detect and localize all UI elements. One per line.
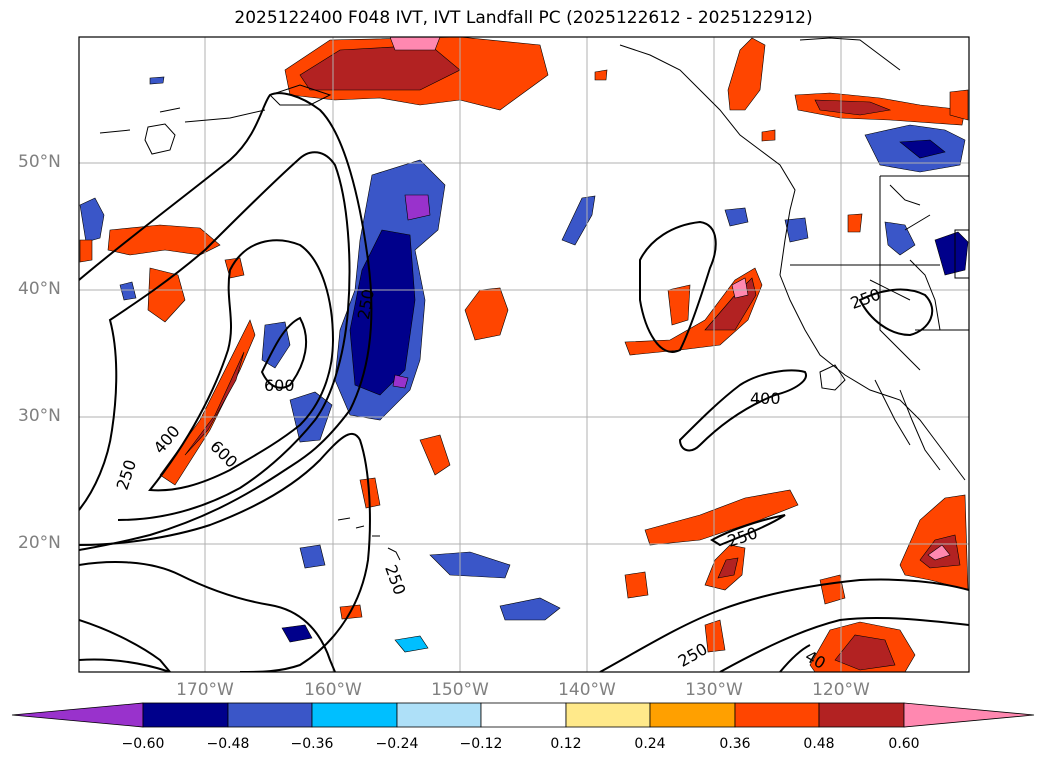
colorbar-high-extend xyxy=(903,702,1035,728)
colorbar-tick-label: 0.12 xyxy=(550,736,582,752)
colorbar-tick-label: −0.48 xyxy=(206,736,250,752)
lon-label: 130°W xyxy=(685,680,743,700)
colorbar-tick-label: −0.12 xyxy=(459,736,503,752)
lon-label: 170°W xyxy=(176,680,234,700)
map-frame xyxy=(78,36,970,673)
colorbar-low-extend xyxy=(11,702,144,728)
colorbar-tick-label: −0.24 xyxy=(375,736,419,752)
lon-label: 160°W xyxy=(304,680,362,700)
lon-label: 150°W xyxy=(431,680,489,700)
colorbar-tick-label: −0.60 xyxy=(121,736,165,752)
colorbar-swatch xyxy=(649,702,736,728)
lat-label: 20°N xyxy=(18,533,61,553)
contour-label: 400 xyxy=(750,389,781,408)
colorbar-tick-label: 0.60 xyxy=(888,736,920,752)
negative-shading xyxy=(79,76,969,653)
ivt-contours xyxy=(79,92,969,672)
lat-label: 50°N xyxy=(18,152,61,172)
colorbar-swatch xyxy=(565,702,651,728)
colorbar-swatch xyxy=(396,702,482,728)
colorbar-swatch xyxy=(142,702,229,728)
chart-title: 2025122400 F048 IVT, IVT Landfall PC (20… xyxy=(234,8,813,28)
colorbar-swatch xyxy=(311,702,398,728)
colorbar-tick-label: −0.36 xyxy=(290,736,334,752)
colorbar-swatch xyxy=(734,702,820,728)
lat-label: 40°N xyxy=(18,279,61,299)
lon-label: 120°W xyxy=(812,680,870,700)
colorbar xyxy=(11,702,1035,728)
lon-label: 140°W xyxy=(558,680,616,700)
colorbar-swatch xyxy=(818,702,905,728)
lat-label: 30°N xyxy=(18,406,61,426)
colorbar-tick-label: 0.36 xyxy=(719,736,751,752)
colorbar-swatch xyxy=(227,702,313,728)
coastlines xyxy=(99,37,969,561)
colorbar-swatch xyxy=(480,702,567,728)
colorbar-tick-label: 0.48 xyxy=(803,736,835,752)
colorbar-tick-label: 0.24 xyxy=(634,736,666,752)
contour-label: 600 xyxy=(264,376,295,395)
